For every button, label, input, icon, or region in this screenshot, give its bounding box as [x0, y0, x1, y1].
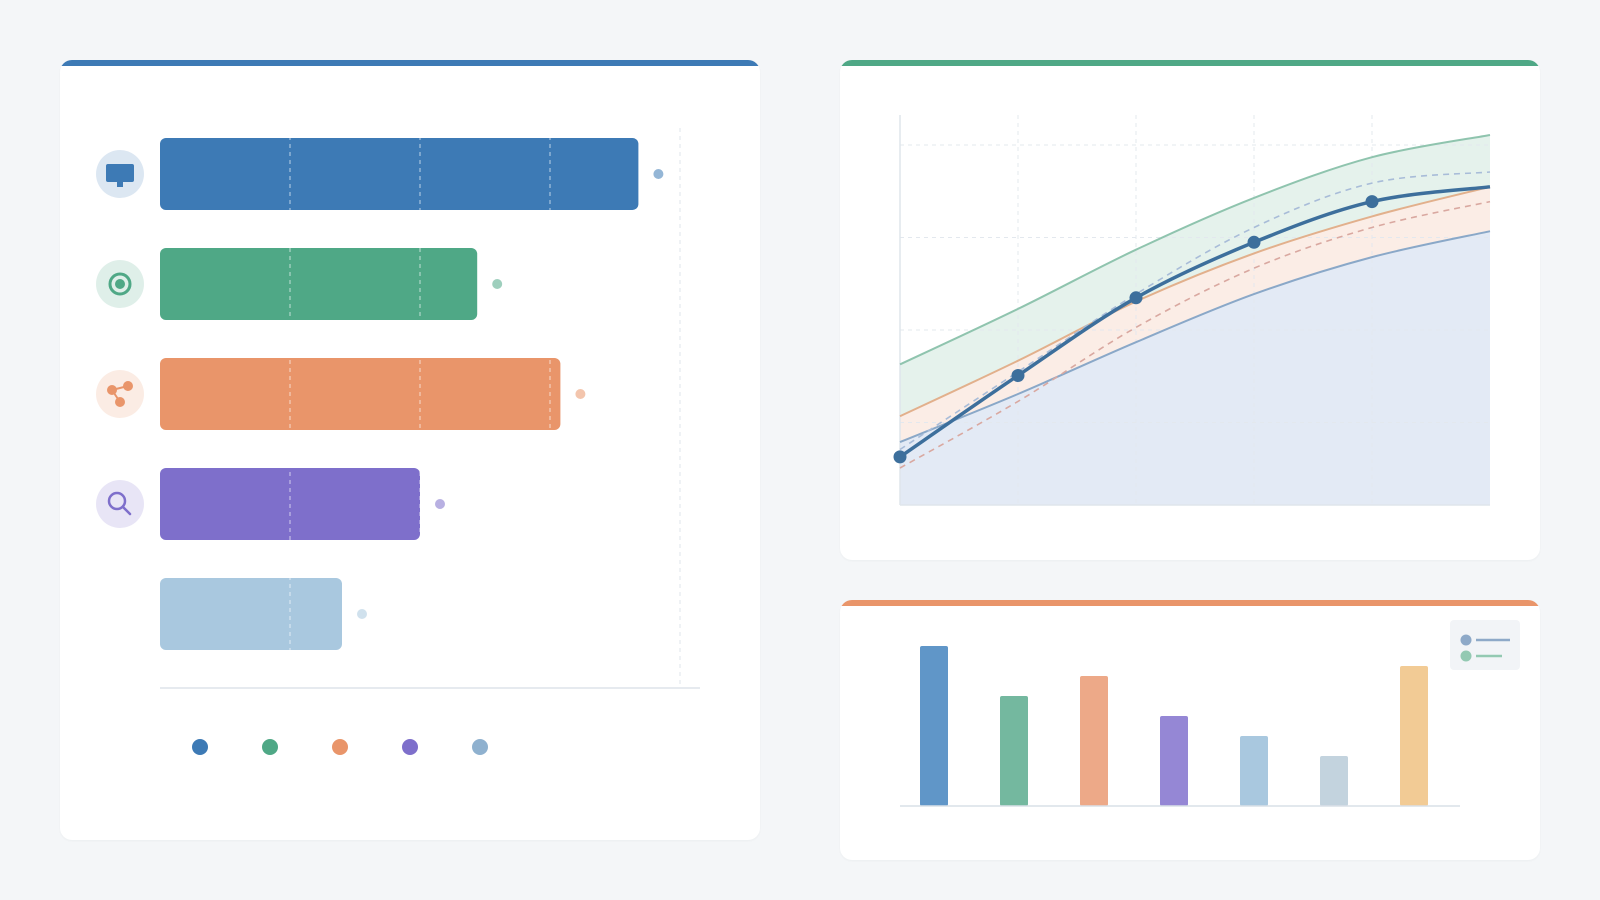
target-icon: [96, 260, 144, 308]
line-chart-card: [840, 60, 1540, 560]
column-bar: [1160, 716, 1188, 806]
series-dashed-line: [899, 171, 1491, 451]
column-bar: [1400, 666, 1428, 806]
share-node: [123, 381, 133, 391]
bar-end-dot: [435, 499, 445, 509]
column-bar: [920, 646, 948, 806]
share-node: [115, 397, 125, 407]
card-accent-bar: [60, 60, 760, 66]
data-point: [1129, 291, 1143, 305]
bar-end-dot: [575, 389, 586, 399]
search-lens: [107, 491, 127, 511]
band-mid-fill: [900, 186, 1490, 443]
legend-dot: [192, 739, 208, 755]
area-lower-fill: [900, 231, 1490, 505]
monitor-screen: [106, 164, 134, 182]
data-point: [1247, 235, 1261, 249]
legend-box: [1450, 620, 1520, 670]
legend-dot: [1460, 650, 1472, 662]
card-accent-bar: [840, 60, 1540, 66]
legend: [1450, 620, 1520, 670]
bar: [160, 138, 639, 210]
share-node: [107, 385, 117, 395]
search-icon: [96, 480, 144, 528]
series-mid-line: [899, 185, 1491, 418]
bar-end-dot: [653, 169, 664, 179]
data-point: [1011, 369, 1025, 382]
legend-dot: [402, 739, 418, 755]
series-lower-line: [899, 230, 1491, 444]
column-chart: [900, 620, 1520, 807]
icon-badge: [96, 370, 144, 418]
column-bar: [1240, 736, 1268, 806]
icon-badge: [96, 480, 144, 528]
column-bar: [1320, 756, 1348, 806]
share-icon: [96, 370, 144, 418]
legend-dot: [262, 739, 278, 755]
monitor-stand: [117, 182, 123, 187]
column-chart-card: [840, 600, 1540, 860]
search-handle: [121, 505, 132, 516]
card-accent-bar: [840, 600, 1540, 606]
target-center: [115, 279, 125, 289]
series-upper-line: [899, 134, 1491, 366]
horizontal-bar-chart: [96, 128, 700, 755]
data-point: [893, 450, 907, 464]
bar-end-dot: [357, 609, 367, 619]
column-bar: [1080, 676, 1108, 806]
bar: [160, 578, 342, 650]
monitor-icon: [96, 150, 144, 198]
bar: [160, 358, 561, 430]
column-bar: [1000, 696, 1028, 806]
legend-dot: [1460, 634, 1472, 646]
data-point: [1365, 195, 1379, 209]
bar-end-dot: [492, 279, 503, 289]
legend-dot: [472, 739, 488, 755]
legend-dot: [332, 739, 348, 755]
horizontal-bar-card: [60, 60, 760, 840]
line-area-chart: [893, 115, 1491, 506]
target-ring: [108, 272, 132, 296]
bar: [160, 248, 478, 320]
